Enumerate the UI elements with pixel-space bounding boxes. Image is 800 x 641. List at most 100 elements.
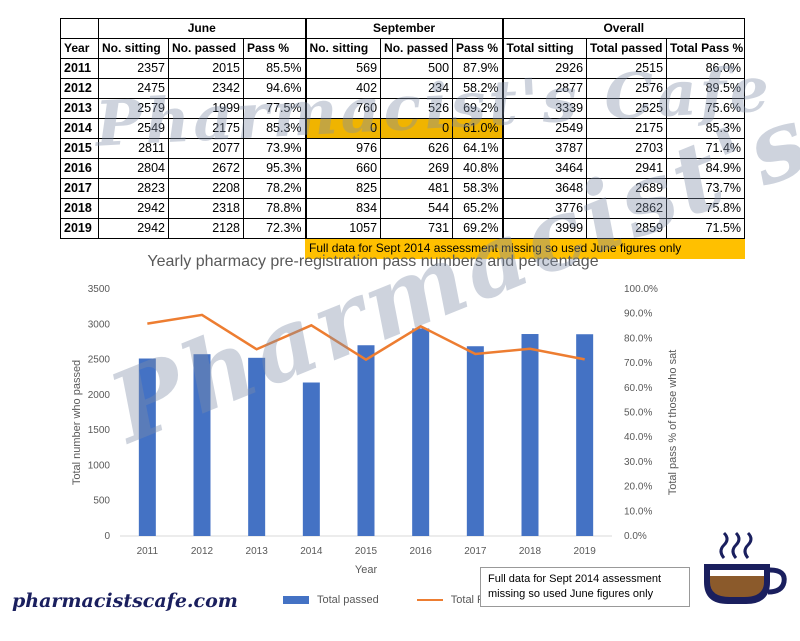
table-cell: 61.0% bbox=[452, 118, 504, 139]
x-tick-label: 2019 bbox=[574, 546, 597, 557]
chart-annotation: Full data for Sept 2014 assessment missi… bbox=[480, 567, 690, 607]
x-tick-label: 2014 bbox=[300, 546, 323, 557]
bar-total-passed bbox=[521, 334, 539, 536]
table-column-header-row: Year No. sitting No. passed Pass % No. sitti… bbox=[60, 38, 746, 59]
x-tick-label: 2013 bbox=[246, 546, 269, 557]
table-cell: 2804 bbox=[98, 158, 169, 179]
table-cell: 2942 bbox=[98, 198, 169, 219]
table-cell: 40.8% bbox=[452, 158, 504, 179]
group-header-overall: Overall bbox=[501, 18, 746, 39]
y2-tick-label: 60.0% bbox=[624, 383, 652, 394]
y2-tick-label: 10.0% bbox=[624, 506, 652, 517]
y2-tick-label: 100.0% bbox=[624, 284, 658, 295]
table-cell: 2525 bbox=[586, 98, 668, 119]
site-logo: pharmacistscafe.com bbox=[12, 590, 238, 612]
legend-swatch-total-passed bbox=[283, 596, 309, 604]
table-cell: 85.3% bbox=[666, 118, 746, 139]
y2-tick-label: 90.0% bbox=[624, 309, 652, 320]
bar-total-passed bbox=[576, 334, 594, 536]
table-cell: 78.8% bbox=[242, 198, 307, 219]
table-cell: 87.9% bbox=[452, 58, 504, 79]
y2-tick-label: 40.0% bbox=[624, 432, 652, 443]
table-cell: 2128 bbox=[168, 218, 244, 239]
table-cell: 2862 bbox=[586, 198, 668, 219]
y2-tick-label: 80.0% bbox=[624, 333, 652, 344]
y-tick-label: 3500 bbox=[88, 284, 111, 295]
bar-total-passed bbox=[412, 328, 430, 536]
bar-total-passed bbox=[248, 357, 266, 536]
table-cell: 2689 bbox=[586, 178, 668, 199]
coffee-cup-icon bbox=[704, 531, 787, 604]
y-tick-label: 0 bbox=[104, 531, 110, 542]
table-row: 2015 2811 2077 73.9% 976 626 64.1% 3787 2703 71.4… bbox=[60, 138, 746, 159]
table-cell: 2357 bbox=[98, 58, 169, 79]
table-cell: 2703 bbox=[586, 138, 668, 159]
y2-tick-label: 70.0% bbox=[624, 358, 652, 369]
y-tick-label: 500 bbox=[93, 496, 110, 507]
x-tick-label: 2017 bbox=[464, 546, 487, 557]
table-cell: 2926 bbox=[501, 58, 588, 79]
y2-tick-label: 0.0% bbox=[624, 531, 647, 542]
table-cell: 73.9% bbox=[242, 138, 307, 159]
table-cell: 3787 bbox=[501, 138, 588, 159]
col-header: No. passed bbox=[168, 38, 244, 59]
col-header: Total Pass % bbox=[666, 38, 746, 59]
table-cell: 73.7% bbox=[666, 178, 746, 199]
legend-label-total-passed: Total passed bbox=[317, 594, 379, 606]
line-total-pass-pct bbox=[147, 313, 585, 362]
table-cell: 3999 bbox=[501, 218, 588, 239]
table-group-header-row: June September Overall bbox=[60, 18, 746, 39]
x-tick-label: 2018 bbox=[519, 546, 542, 557]
table-cell: 3648 bbox=[501, 178, 588, 199]
x-tick-label: 2016 bbox=[410, 546, 433, 557]
year-cell: 2017 bbox=[60, 178, 99, 199]
year-cell: 2014 bbox=[60, 118, 99, 139]
x-axis-title: Year bbox=[355, 564, 378, 576]
table-cell: 84.9% bbox=[666, 158, 746, 179]
y2-tick-label: 50.0% bbox=[624, 408, 652, 419]
table-cell: 2859 bbox=[586, 218, 668, 239]
bar-total-passed bbox=[193, 354, 211, 536]
table-cell: 71.4% bbox=[666, 138, 746, 159]
table-cell: 2077 bbox=[168, 138, 244, 159]
bar-total-passed bbox=[302, 382, 320, 536]
table-row: 2018 2942 2318 78.8% 834 544 65.2% 3776 2862 75.8… bbox=[60, 198, 746, 219]
y-axis-title: Total number who passed bbox=[71, 360, 83, 485]
bar-total-passed bbox=[138, 358, 156, 536]
col-header: No. sitting bbox=[304, 38, 382, 59]
y-tick-label: 2500 bbox=[88, 355, 111, 366]
y-tick-label: 1000 bbox=[88, 460, 111, 471]
legend-swatch-total-pass-pct bbox=[416, 599, 443, 601]
year-cell: 2016 bbox=[60, 158, 99, 179]
table-body: 2011 2357 2015 85.5% 569 500 87.9% 2926 2515 86.0… bbox=[60, 58, 746, 239]
y2-tick-label: 30.0% bbox=[624, 457, 652, 468]
table-cell: 731 bbox=[380, 218, 454, 239]
group-header-september: September bbox=[304, 18, 504, 39]
table-row: 2019 2942 2128 72.3% 1057 731 69.2% 3999 2859 71.… bbox=[60, 218, 746, 239]
bar-total-passed bbox=[357, 345, 375, 536]
table-cell: 1999 bbox=[168, 98, 244, 119]
table-cell: 78.2% bbox=[242, 178, 307, 199]
table-cell: 86.0% bbox=[666, 58, 746, 79]
table-cell: 75.8% bbox=[666, 198, 746, 219]
table-cell: 65.2% bbox=[452, 198, 504, 219]
col-header: Pass % bbox=[452, 38, 504, 59]
table-note-row: Full data for Sept 2014 assessment missi… bbox=[61, 238, 746, 259]
y-tick-label: 1500 bbox=[88, 425, 111, 436]
table-cell: 2549 bbox=[501, 118, 588, 139]
table-cell: 3776 bbox=[501, 198, 588, 219]
chart-title: Yearly pharmacy pre-registration pass nu… bbox=[147, 253, 599, 270]
table-cell: 89.5% bbox=[666, 78, 746, 99]
x-tick-label: 2011 bbox=[137, 546, 159, 557]
table-row: 2013 2579 1999 77.5% 760 526 69.2% 3339 2525 75.6… bbox=[60, 98, 746, 119]
col-header: No. passed bbox=[380, 38, 454, 59]
table-cell: 2942 bbox=[98, 218, 169, 239]
y2-axis-title: Total pass % of those who sat bbox=[667, 350, 679, 496]
bar-total-passed bbox=[466, 346, 484, 536]
group-header-june: June bbox=[97, 18, 307, 39]
pass-rates-table: June September Overall Year No. sitting No… bbox=[60, 18, 746, 259]
y2-tick-label: 20.0% bbox=[624, 482, 652, 493]
year-cell: 2019 bbox=[60, 218, 99, 239]
y-tick-label: 3000 bbox=[88, 319, 111, 330]
